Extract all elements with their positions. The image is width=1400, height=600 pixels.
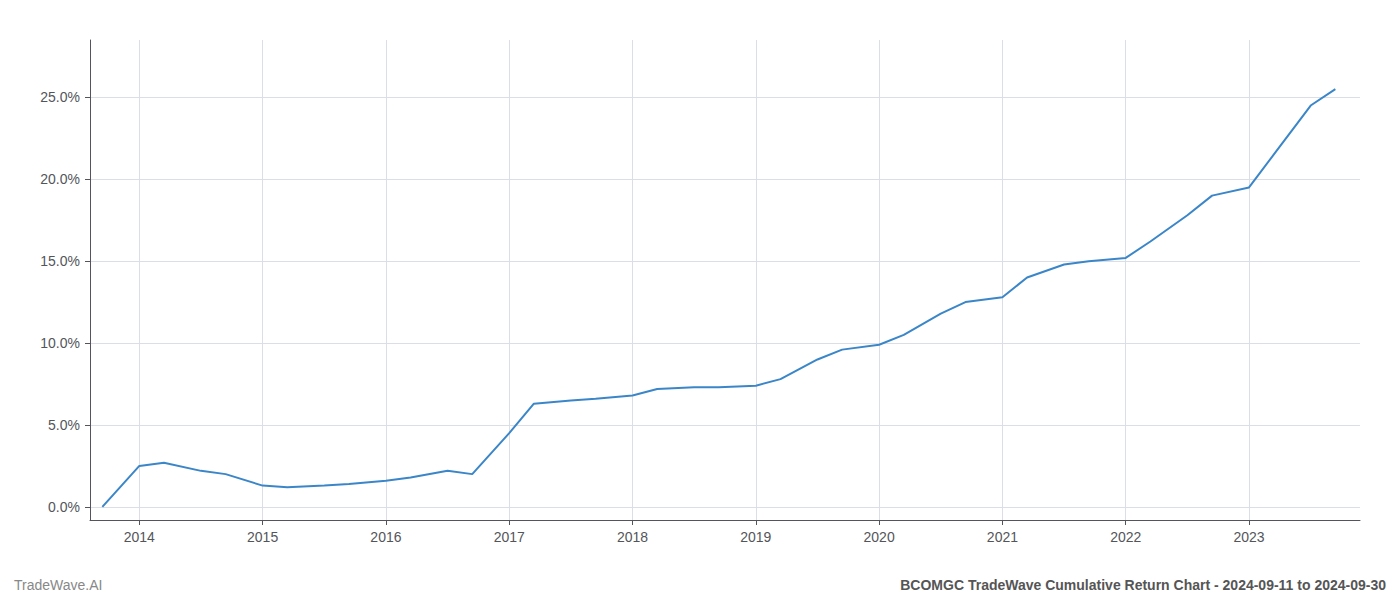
svg-text:15.0%: 15.0% (40, 253, 80, 269)
svg-text:2023: 2023 (1233, 529, 1264, 545)
svg-text:2014: 2014 (124, 529, 155, 545)
svg-text:2015: 2015 (247, 529, 278, 545)
svg-text:25.0%: 25.0% (40, 89, 80, 105)
svg-text:0.0%: 0.0% (48, 499, 80, 515)
svg-text:10.0%: 10.0% (40, 335, 80, 351)
svg-text:BCOMGC TradeWave Cumulative Re: BCOMGC TradeWave Cumulative Return Chart… (900, 577, 1386, 593)
svg-text:20.0%: 20.0% (40, 171, 80, 187)
svg-text:2017: 2017 (494, 529, 525, 545)
svg-text:2021: 2021 (987, 529, 1018, 545)
svg-text:2020: 2020 (864, 529, 895, 545)
svg-text:2022: 2022 (1110, 529, 1141, 545)
svg-text:TradeWave.AI: TradeWave.AI (14, 577, 102, 593)
svg-text:2019: 2019 (740, 529, 771, 545)
svg-text:2018: 2018 (617, 529, 648, 545)
svg-text:5.0%: 5.0% (48, 417, 80, 433)
svg-text:2016: 2016 (370, 529, 401, 545)
